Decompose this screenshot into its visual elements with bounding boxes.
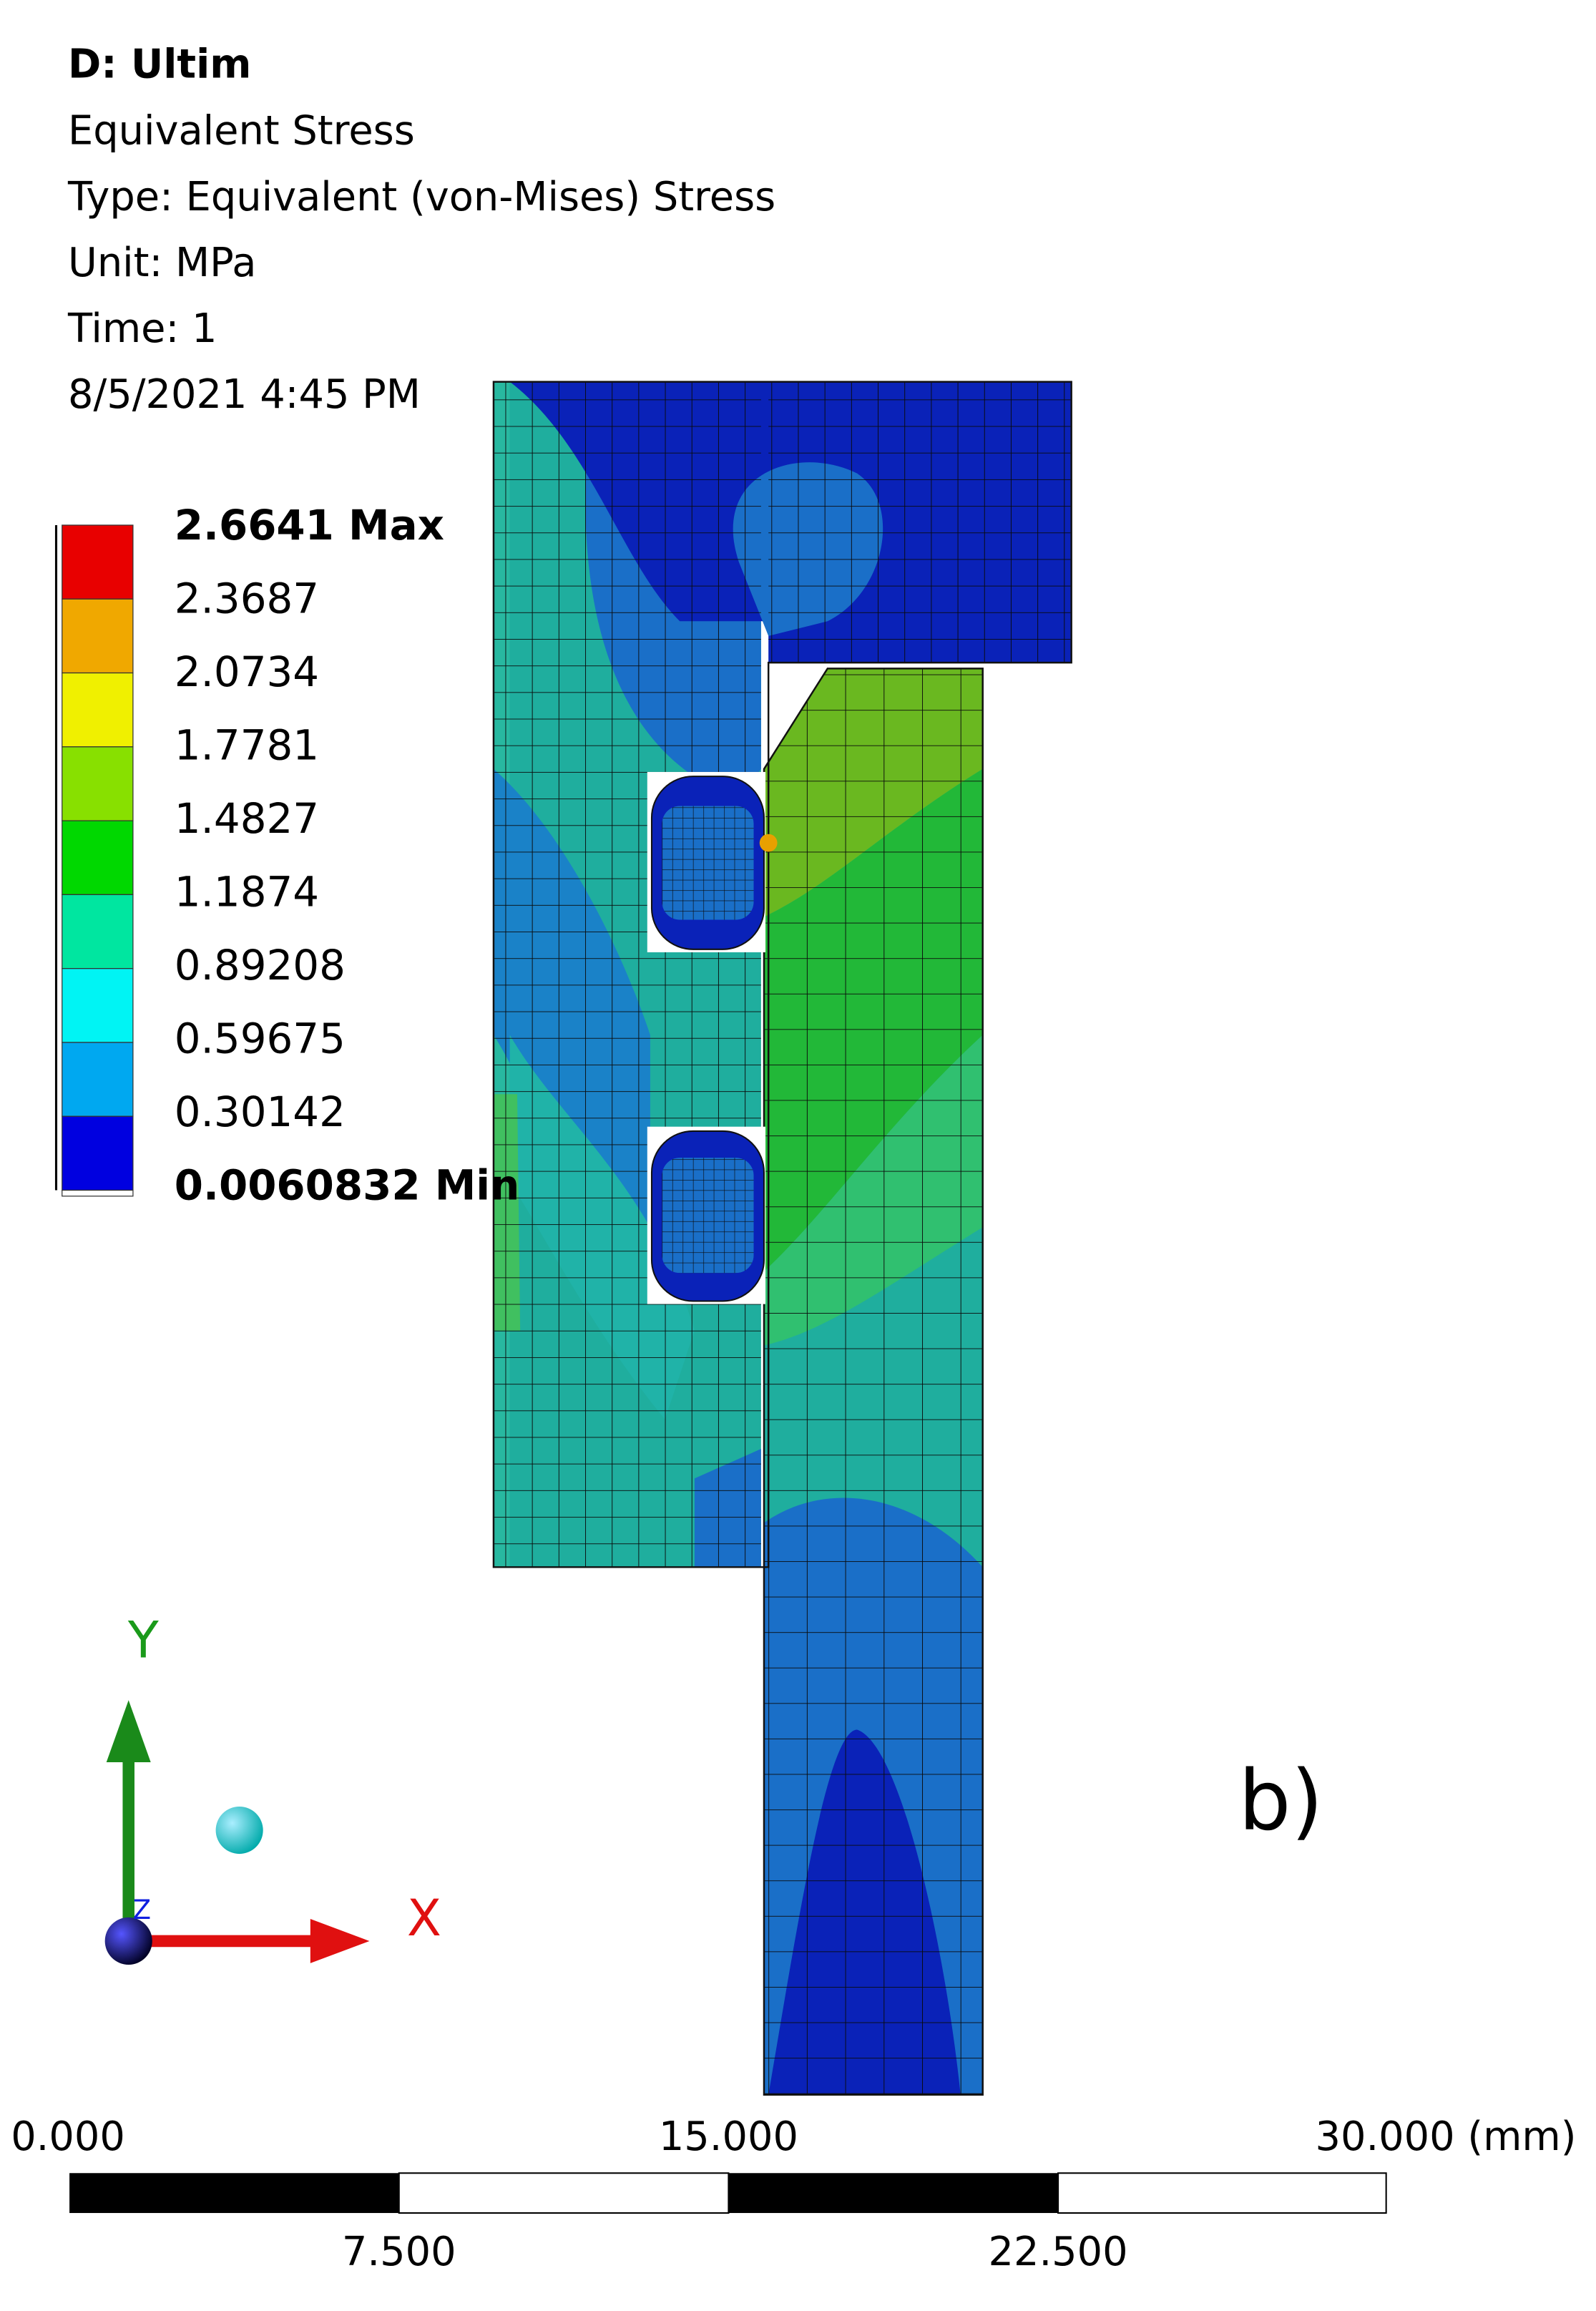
legend-band: [62, 746, 134, 821]
legend-label: 1.4827: [175, 794, 319, 843]
legend-band: [62, 894, 134, 969]
legend-label: 0.89208: [175, 941, 346, 990]
scale-label: 7.500: [342, 2229, 456, 2275]
header-line: Time: 1: [67, 306, 217, 352]
scale-bar: [69, 2172, 1387, 2214]
annotation: b): [1238, 1754, 1323, 1850]
z-axis-label: Z: [133, 1894, 151, 1925]
legend-band: [62, 820, 134, 896]
legend-band: [62, 524, 134, 600]
legend-base: [62, 1189, 134, 1197]
legend-label: 2.0734: [175, 648, 319, 696]
scale-label: 22.500: [989, 2229, 1128, 2275]
legend-label: 0.30142: [175, 1088, 346, 1136]
scale-label: 30.000 (mm): [1316, 2114, 1577, 2160]
scale-label: 15.000: [659, 2114, 798, 2160]
title: D: Ultim: [68, 41, 251, 88]
triad: [104, 1700, 370, 1965]
x-axis-label: X: [407, 1889, 441, 1948]
legend-label: 1.1874: [175, 868, 319, 917]
y-axis-label: Y: [127, 1611, 160, 1670]
model: [492, 381, 1072, 2096]
legend-band: [62, 672, 134, 748]
legend-band: [62, 1115, 134, 1191]
legend-label: 2.3687: [175, 575, 319, 623]
legend-label: 1.7781: [175, 721, 319, 770]
legend-label: 0.59675: [175, 1014, 346, 1062]
legend-band: [62, 598, 134, 674]
header-line: Unit: MPa: [68, 240, 256, 286]
header-line: Type: Equivalent (von-Mises) Stress: [67, 174, 775, 220]
legend-label: 2.6641 Max: [175, 501, 444, 549]
legend-band: [62, 968, 134, 1043]
header-line: Equivalent Stress: [68, 108, 415, 155]
scale-label: 0.000: [11, 2114, 125, 2160]
header-line: 8/5/2021 4:45 PM: [68, 371, 421, 418]
legend-label: 0.0060832 Min: [175, 1161, 520, 1209]
legend-band: [62, 1042, 134, 1117]
